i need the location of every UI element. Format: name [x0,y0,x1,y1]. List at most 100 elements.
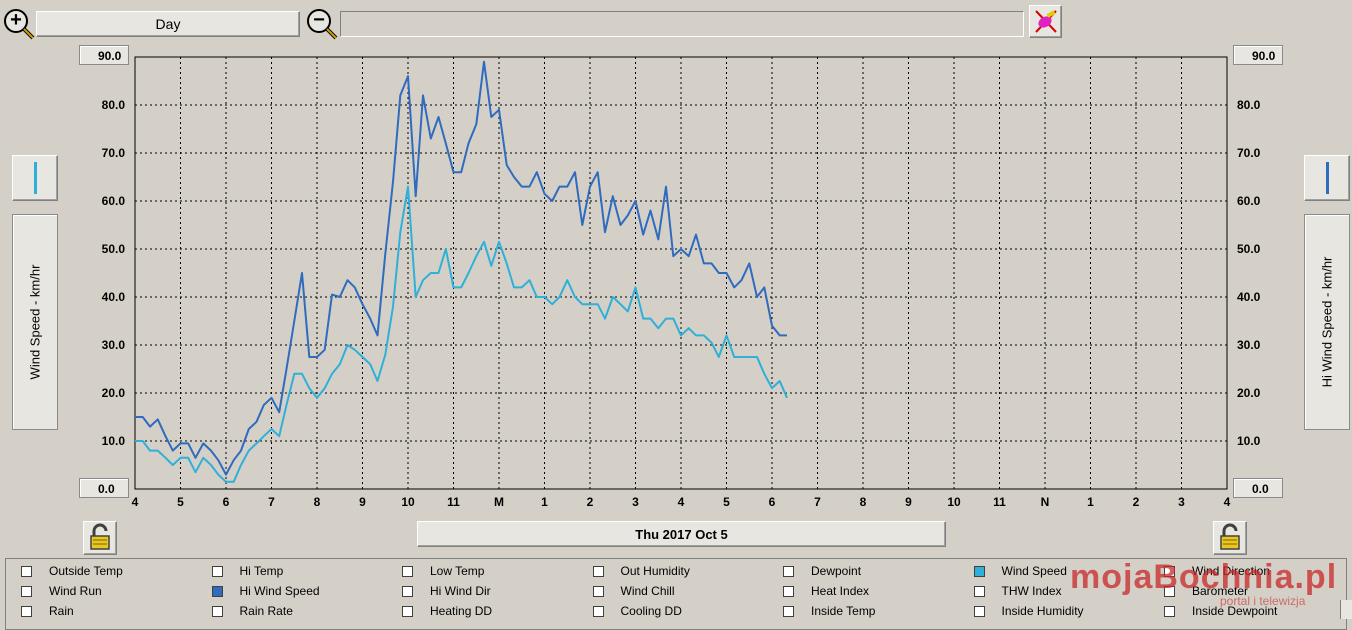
series-line-wind-speed [135,185,788,483]
right-axis-label-box[interactable]: Hi Wind Speed - km/hr [1304,214,1350,430]
left-y-tick-label: 70.0 [102,146,126,160]
zoom-in-button[interactable]: + [2,7,35,40]
legend-label: Barometer [1192,584,1249,598]
legend-label: Heat Index [811,584,870,598]
legend-checkbox[interactable] [402,586,413,597]
x-tick-label: 5 [177,495,184,509]
series-legend: Outside Temp Hi Temp Low Temp Out Humidity D… [5,558,1347,630]
x-tick-label: 4 [132,495,139,509]
legend-label: Wind Run [49,584,102,598]
legend-label: Hi Temp [239,564,284,578]
wind-speed-swatch-icon [34,162,37,194]
legend-checkbox[interactable] [783,606,794,617]
right-lock-button[interactable] [1213,521,1247,555]
legend-checkbox[interactable] [21,586,32,597]
legend-checkbox[interactable] [211,586,223,597]
date-label: Thu 2017 Oct 5 [635,527,728,542]
right-y-tick-label: 80.0 [1237,98,1261,112]
zoom-in-symbol: + [10,9,22,31]
legend-label: Low Temp [430,564,485,578]
legend-checkbox[interactable] [211,606,223,617]
legend-label: Inside Dewpoint [1192,604,1278,618]
x-tick-label: 1 [541,495,548,509]
date-button[interactable]: Thu 2017 Oct 5 [417,521,946,547]
left-y-tick-label: 30.0 [102,338,126,352]
x-tick-label: 2 [587,495,594,509]
x-tick-label: 1 [1087,495,1094,509]
magnifier-plus-icon [4,9,35,40]
legend-checkbox[interactable] [402,566,413,577]
x-tick-label: 5 [723,495,730,509]
legend-checkbox[interactable] [973,566,985,577]
legend-checkbox[interactable] [973,606,985,617]
right-y-tick-label: 50.0 [1237,242,1261,256]
left-y-tick-label: 80.0 [102,98,126,112]
right-axis-bottom-value[interactable]: 0.0 [1233,478,1283,498]
right-y-tick-label: 20.0 [1237,386,1261,400]
x-tick-label: 9 [359,495,366,509]
right-axis-top-value[interactable]: 90.0 [1233,45,1283,65]
right-y-tick-label: 10.0 [1237,434,1261,448]
draw-tool-button[interactable] [1029,5,1062,38]
left-axis-bottom-value[interactable]: 0.0 [79,478,129,498]
x-tick-label: M [494,495,504,509]
legend-label: Inside Humidity [1001,604,1084,618]
period-button[interactable]: Day [36,11,300,37]
left-y-tick-label: 40.0 [102,290,126,304]
right-series-color-button[interactable] [1304,155,1350,201]
legend-checkbox[interactable] [211,566,223,577]
x-tick-label: 2 [1133,495,1140,509]
magnifier-minus-icon [307,9,338,40]
legend-checkbox[interactable] [592,606,604,617]
left-axis-label-box[interactable]: Wind Speed - km/hr [12,214,58,430]
right-y-tick-label: 30.0 [1237,338,1261,352]
x-tick-label: 10 [947,495,961,509]
left-axis-top-value[interactable]: 90.0 [79,45,129,65]
x-tick-label: 6 [769,495,776,509]
x-tick-label: 7 [814,495,821,509]
unlock-icon [90,523,110,550]
legend-checkbox[interactable] [973,586,985,597]
legend-label: Hi Wind Speed [239,584,320,598]
period-label: Day [155,16,181,32]
legend-checkbox[interactable] [592,566,604,577]
legend-checkbox[interactable] [21,606,32,617]
left-series-color-button[interactable] [12,155,58,201]
legend-checkbox[interactable] [402,606,413,617]
legend-scrollbar[interactable] [1340,600,1352,619]
legend-checkbox[interactable] [1164,566,1175,577]
legend-checkbox[interactable] [21,566,32,577]
x-tick-label: 6 [223,495,230,509]
legend-label: Inside Temp [811,604,876,618]
legend-label: Wind Speed [1001,564,1067,578]
scroll-track[interactable] [340,11,1024,37]
pen-eraser-icon [1035,10,1057,33]
legend-checkbox[interactable] [783,566,794,577]
right-y-tick-label: 70.0 [1237,146,1261,160]
legend-label: Outside Temp [49,564,123,578]
legend-checkbox[interactable] [1164,606,1175,617]
x-tick-label: 10 [401,495,415,509]
wind-chart[interactable]: 10.0 10.020.0 20.030.0 30.040.0 40.050.0 50.0… [0,0,1352,520]
left-lock-button[interactable] [83,521,117,555]
x-tick-label: 8 [860,495,867,509]
legend-checkbox[interactable] [783,586,794,597]
left-y-tick-label: 50.0 [102,242,126,256]
legend-label: Out Humidity [620,564,690,578]
legend-label: Wind Chill [620,584,675,598]
unlock-icon [1220,523,1240,550]
right-y-tick-label: 60.0 [1237,194,1261,208]
x-tick-label: 3 [632,495,639,509]
legend-checkbox[interactable] [1164,586,1175,597]
legend-label: Hi Wind Dir [430,584,491,598]
x-tick-label: 3 [1178,495,1185,509]
x-tick-label: 11 [993,495,1006,509]
zoom-out-button[interactable]: − [305,7,338,40]
legend-label: Rain [49,604,74,618]
left-y-tick-label: 60.0 [102,194,126,208]
legend-checkbox[interactable] [592,586,604,597]
x-tick-label: 4 [678,495,685,509]
x-tick-label: N [1041,495,1050,509]
series-line-hi-wind-speed [135,60,787,476]
legend-label: Heating DD [430,604,493,618]
